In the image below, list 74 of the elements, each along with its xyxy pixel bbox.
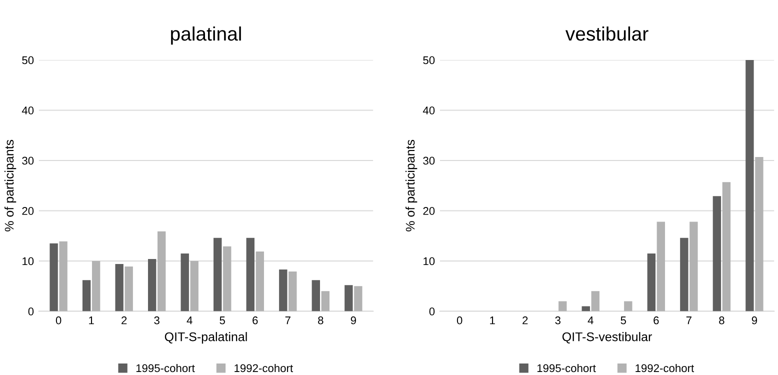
x-tick-label: 4 [588,316,594,324]
bar [223,246,232,312]
x-tick-label: 8 [719,316,724,324]
x-tick-label: 7 [686,316,692,324]
y-tick-label: 30 [22,156,34,165]
bar [115,264,124,312]
x-axis-title: QIT-S-palatinal [164,332,247,344]
y-tick-label: 0 [28,308,34,316]
bar [190,261,198,312]
bar [256,251,264,312]
bar [624,301,632,312]
bar [746,60,754,312]
x-tick-label: 2 [122,316,127,324]
bar [158,231,166,312]
x-tick-label: 8 [318,316,324,324]
x-tick-label: 3 [154,316,160,324]
y-tick-label: 30 [423,156,435,165]
bar [59,241,68,312]
bar [279,270,288,312]
x-axis-title: QIT-S-vestibular [562,332,652,344]
x-tick-label: 2 [522,316,528,324]
x-tick-label: 0 [56,316,62,324]
bar [591,291,600,312]
bar [180,253,189,312]
legend-label: 1995-cohort [537,364,596,372]
chart-title: vestibular [565,26,648,41]
x-tick-label: 6 [252,316,258,324]
y-tick-label: 0 [429,308,435,316]
y-tick-label: 20 [423,207,435,215]
x-tick-label: 7 [285,316,290,324]
bar [288,272,297,312]
x-tick-label: 4 [186,316,192,324]
bar [50,243,58,312]
bar [712,196,722,312]
y-tick-label: 40 [422,106,435,114]
bar [82,280,91,312]
bar [344,285,353,312]
x-tick-label: 3 [555,316,560,324]
y-tick-label: 20 [22,207,34,215]
x-tick-label: 9 [350,316,356,324]
bar [680,238,688,312]
bar [321,291,330,312]
y-tick-label: 50 [22,56,34,64]
x-tick-label: 1 [89,316,94,324]
bar [124,266,133,312]
bar [214,238,222,312]
x-tick-label: 5 [620,316,626,324]
y-axis-title: % of participants [405,140,418,232]
bar [312,280,320,312]
bar [558,301,567,312]
legend-label: 1995-cohort [136,364,195,372]
y-tick-label: 10 [424,257,435,266]
bar [755,156,764,312]
x-tick-label: 5 [220,316,225,324]
bar [722,182,731,312]
x-tick-label: 0 [456,316,462,324]
bar [656,222,666,312]
chart-title: palatinal [171,26,241,45]
legend-label: 1992-cohort [234,364,293,372]
bar [647,253,656,312]
bar [246,238,254,312]
bar [354,286,362,312]
y-tick-label: 50 [423,56,435,64]
bar [690,222,698,312]
x-tick-label: 9 [752,316,758,324]
y-axis-title: % of participants [4,140,16,232]
legend-label: 1992-cohort [636,364,694,372]
x-tick-label: 1 [490,316,495,324]
y-tick-label: 10 [22,257,34,266]
bar [148,258,156,312]
x-tick-label: 6 [654,316,659,324]
bar [92,261,100,312]
y-tick-label: 40 [22,106,34,114]
bar [582,306,590,312]
